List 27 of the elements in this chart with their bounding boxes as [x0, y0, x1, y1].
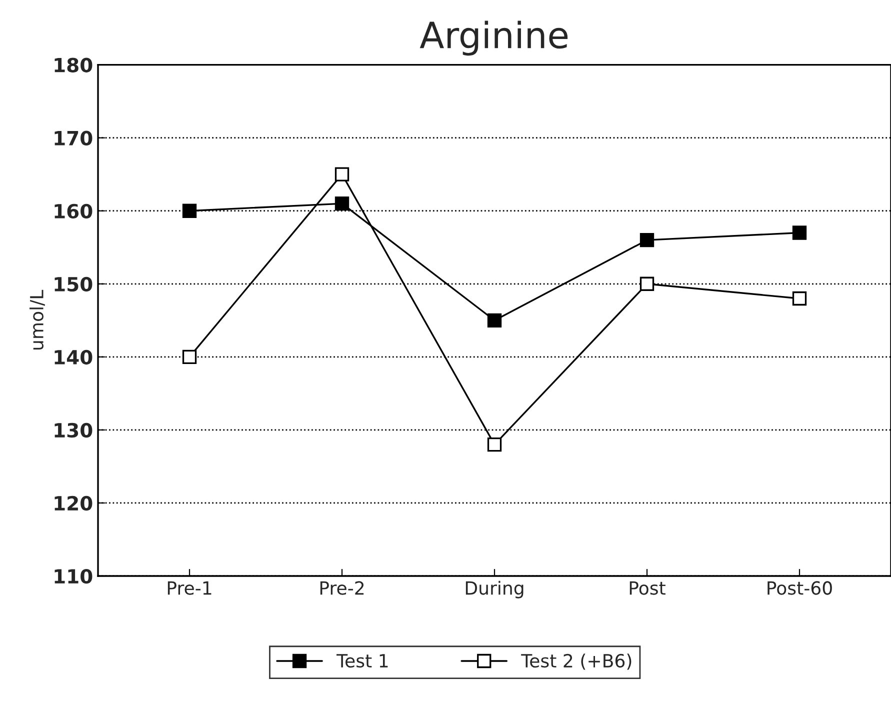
y-tick-label: 160: [54, 204, 92, 219]
y-tick-label: 150: [54, 276, 92, 292]
y-tick-label: 120: [54, 496, 92, 511]
point: [487, 437, 502, 452]
y-tick-label: 180: [54, 58, 92, 72]
x-tick-label: Post-60: [768, 581, 832, 595]
point: [334, 196, 350, 211]
y-tick-label: 110: [54, 568, 92, 584]
y-tick-label: 140: [54, 350, 92, 365]
point: [640, 232, 654, 248]
x-tick-label: During: [466, 580, 524, 598]
legend-label: Test 2 (+B6): [521, 654, 632, 670]
chart-title: Arginine: [420, 20, 568, 56]
y-axis-title: umol/L: [30, 290, 45, 350]
point: [640, 276, 654, 291]
point: [792, 291, 807, 306]
point: [334, 167, 350, 182]
x-tick-label: Post: [630, 581, 666, 595]
y-tick-label: 130: [54, 422, 92, 438]
legend-label: Test 1: [336, 654, 388, 668]
x-tick-label: Pre-1: [168, 581, 212, 595]
point: [792, 226, 807, 240]
point: [182, 204, 197, 218]
y-tick-label: 170: [54, 130, 92, 146]
point: [487, 313, 502, 328]
x-tick-label: Pre-2: [320, 581, 364, 595]
point: [182, 350, 197, 364]
